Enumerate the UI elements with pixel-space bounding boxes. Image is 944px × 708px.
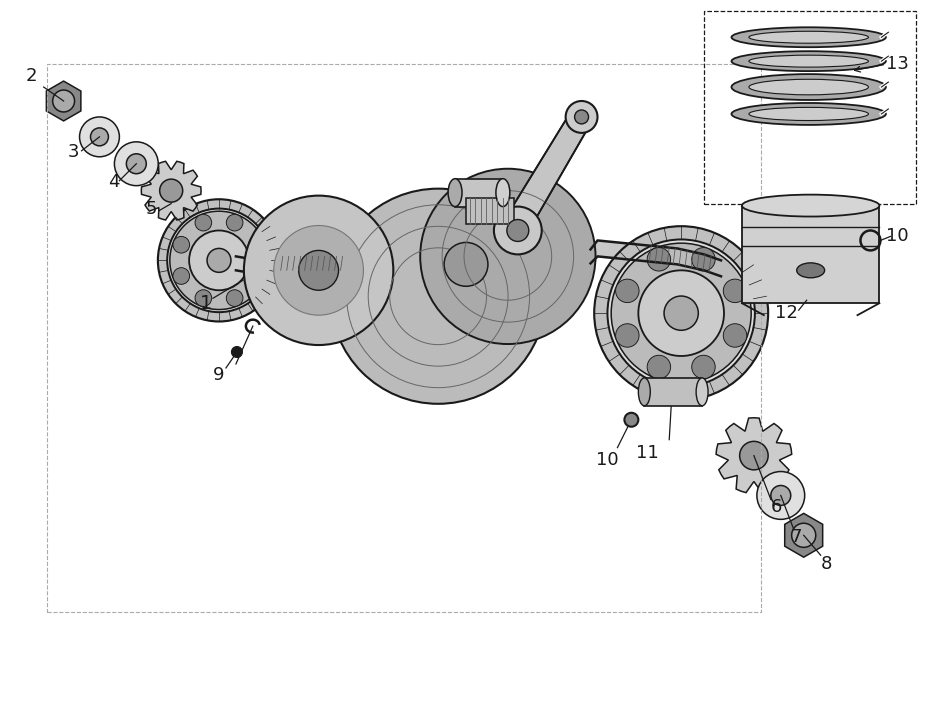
Ellipse shape — [731, 74, 885, 100]
Ellipse shape — [748, 108, 868, 120]
Circle shape — [791, 523, 815, 547]
Circle shape — [494, 207, 541, 254]
Bar — [741, 205, 879, 303]
Circle shape — [691, 248, 715, 271]
Text: 9: 9 — [213, 366, 225, 384]
Text: 3: 3 — [68, 143, 79, 161]
Circle shape — [170, 211, 268, 309]
Circle shape — [594, 226, 767, 400]
Circle shape — [770, 486, 790, 506]
Polygon shape — [497, 117, 591, 231]
Bar — [465, 198, 514, 224]
Ellipse shape — [637, 378, 649, 406]
Circle shape — [722, 324, 746, 347]
Circle shape — [244, 195, 393, 345]
Circle shape — [611, 243, 750, 383]
Circle shape — [444, 242, 487, 286]
Text: 12: 12 — [774, 304, 798, 322]
Circle shape — [756, 472, 804, 520]
Bar — [455, 178, 502, 207]
Circle shape — [739, 441, 767, 470]
Circle shape — [160, 179, 182, 202]
Circle shape — [226, 215, 243, 231]
Circle shape — [173, 268, 190, 285]
Circle shape — [565, 101, 597, 133]
Circle shape — [248, 268, 264, 285]
Ellipse shape — [748, 31, 868, 43]
Text: 6: 6 — [770, 498, 782, 516]
Circle shape — [53, 90, 75, 112]
Circle shape — [615, 279, 638, 302]
Ellipse shape — [696, 378, 707, 406]
Circle shape — [167, 209, 271, 312]
Circle shape — [298, 251, 338, 290]
Circle shape — [691, 355, 715, 379]
Circle shape — [194, 215, 211, 231]
Circle shape — [607, 239, 754, 387]
Text: 4: 4 — [108, 173, 119, 190]
Text: 10: 10 — [885, 227, 908, 246]
Circle shape — [79, 117, 119, 156]
Text: 5: 5 — [145, 200, 157, 217]
Circle shape — [330, 188, 545, 404]
Circle shape — [173, 236, 190, 253]
Ellipse shape — [731, 103, 885, 125]
Text: 8: 8 — [820, 555, 832, 573]
Text: 1: 1 — [199, 294, 212, 313]
Circle shape — [506, 219, 529, 241]
Circle shape — [91, 128, 109, 146]
Circle shape — [126, 154, 146, 173]
Circle shape — [158, 199, 279, 321]
Circle shape — [647, 248, 670, 271]
Text: 7: 7 — [790, 528, 801, 547]
Circle shape — [420, 169, 595, 344]
Ellipse shape — [731, 28, 885, 47]
Circle shape — [248, 236, 264, 253]
Text: 13: 13 — [885, 55, 908, 73]
Polygon shape — [46, 81, 81, 121]
Circle shape — [637, 270, 723, 356]
Circle shape — [722, 279, 746, 302]
Text: 2: 2 — [25, 67, 38, 85]
Circle shape — [194, 290, 211, 307]
Ellipse shape — [748, 79, 868, 95]
Circle shape — [647, 355, 670, 379]
Circle shape — [615, 324, 638, 347]
Circle shape — [574, 110, 588, 124]
Circle shape — [226, 290, 243, 307]
Circle shape — [207, 249, 230, 273]
Text: 11: 11 — [635, 444, 658, 462]
Ellipse shape — [741, 195, 879, 217]
Circle shape — [114, 142, 158, 185]
Ellipse shape — [731, 51, 885, 71]
Text: 10: 10 — [596, 450, 618, 469]
Polygon shape — [142, 161, 201, 220]
Ellipse shape — [496, 178, 510, 207]
Circle shape — [274, 226, 363, 315]
Circle shape — [624, 413, 637, 427]
Ellipse shape — [748, 55, 868, 67]
Ellipse shape — [447, 178, 462, 207]
Circle shape — [231, 346, 243, 358]
Circle shape — [664, 296, 698, 331]
Polygon shape — [784, 513, 822, 557]
Bar — [644, 378, 701, 406]
Circle shape — [189, 231, 248, 290]
Polygon shape — [716, 418, 791, 493]
Ellipse shape — [796, 263, 824, 278]
